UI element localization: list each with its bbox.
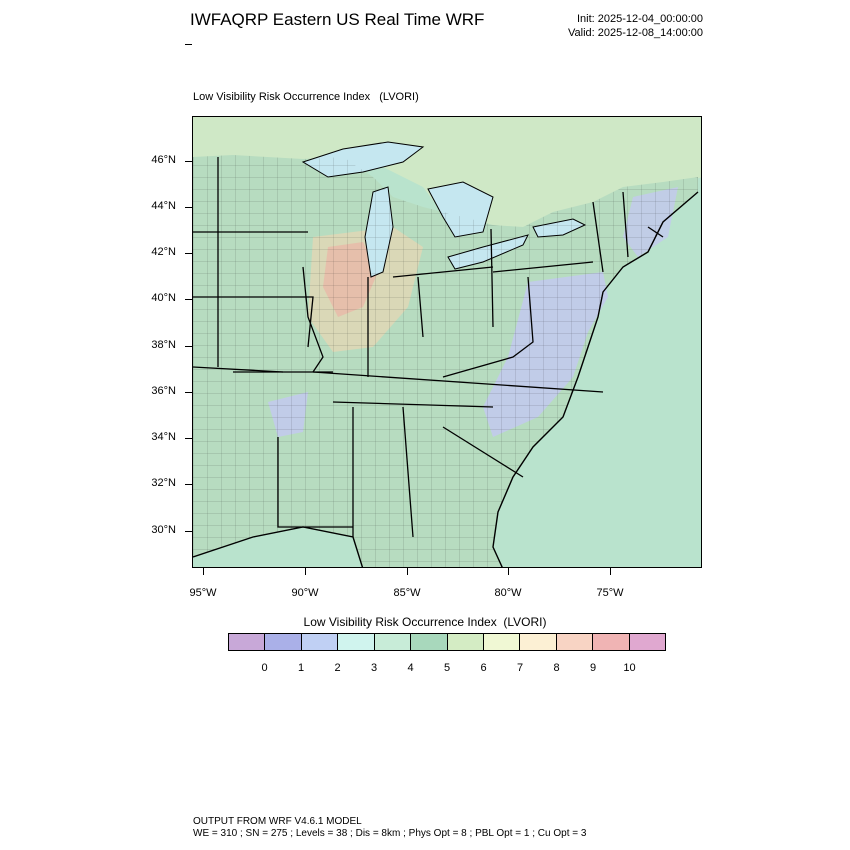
lat-label-42: 42°N (151, 246, 176, 258)
labelbar-box (483, 634, 521, 650)
lat-tick (185, 44, 192, 45)
footer-model: OUTPUT FROM WRF V4.6.1 MODEL (193, 816, 362, 827)
labelbar-box (301, 634, 339, 650)
labelbar-label: 7 (516, 662, 524, 674)
lat-label-36: 36°N (151, 385, 176, 397)
labelbar-box (520, 634, 557, 650)
map-panel (192, 116, 702, 568)
state-boundaries (193, 157, 664, 538)
lon-label-75: 75°W (596, 587, 624, 599)
labelbar-label: 10 (623, 662, 636, 674)
labelbar-label: 0 (261, 662, 268, 674)
labelbar-label: 8 (553, 662, 560, 674)
labelbar-box (411, 634, 448, 650)
lon-tick (407, 568, 408, 575)
lon-label-85: 85°W (393, 587, 421, 599)
labelbar-box (556, 634, 594, 650)
labelbar-label: 4 (407, 662, 414, 674)
labelbar-label: 3 (370, 662, 378, 674)
map-title: IWFAQRP Eastern US Real Time WRF (190, 10, 485, 29)
lon-label-90: 90°W (291, 587, 319, 599)
color-labelbar (228, 633, 666, 651)
lon-label-80: 80°W (494, 587, 522, 599)
labelbar-label: 6 (480, 662, 487, 674)
lat-label-32: 32°N (151, 477, 176, 489)
labelbar-label: 2 (334, 662, 341, 674)
labelbar-label: 1 (297, 662, 305, 674)
map-canvas (193, 117, 701, 567)
lon-tick (305, 568, 306, 575)
lat-tick (185, 161, 192, 162)
valid-time: Valid: 2025-12-08_14:00:00 (568, 27, 703, 39)
labelbar-box (374, 634, 412, 650)
canada-area (193, 117, 701, 235)
labelbar-box (593, 634, 630, 650)
lat-label-34: 34°N (151, 431, 176, 443)
lat-tick (185, 438, 192, 439)
lon-tick (508, 568, 509, 575)
lat-tick (185, 207, 192, 208)
labelbar-box (265, 634, 302, 650)
labelbar-box (338, 634, 375, 650)
labelbar-box (447, 634, 484, 650)
coastline (193, 191, 699, 567)
lon-tick (203, 568, 204, 575)
lat-label-30: 30°N (151, 524, 176, 536)
lat-tick (185, 299, 192, 300)
init-time: Init: 2025-12-04_00:00:00 (577, 13, 703, 25)
labelbar-box (629, 634, 666, 650)
lat-tick (185, 346, 192, 347)
lat-tick (185, 253, 192, 254)
lat-label-46: 46°N (151, 154, 176, 166)
county-lines (193, 155, 698, 567)
lat-label-38: 38°N (151, 339, 176, 351)
lat-tick (185, 392, 192, 393)
lat-tick (185, 484, 192, 485)
labelbar-box (229, 634, 266, 650)
lon-label-95: 95°W (189, 587, 217, 599)
footer-config: WE = 310 ; SN = 275 ; Levels = 38 ; Dis … (193, 828, 587, 839)
lat-label-44: 44°N (151, 200, 176, 212)
labelbar-label: 9 (589, 662, 597, 674)
lat-label-40: 40°N (151, 292, 176, 304)
labelbar-label: 5 (443, 662, 451, 674)
field-label: Low Visibility Risk Occurrence Index (LV… (193, 91, 419, 103)
labelbar-title: Low Visibility Risk Occurrence Index (LV… (303, 615, 547, 629)
lon-tick (610, 568, 611, 575)
lat-tick (185, 531, 192, 532)
